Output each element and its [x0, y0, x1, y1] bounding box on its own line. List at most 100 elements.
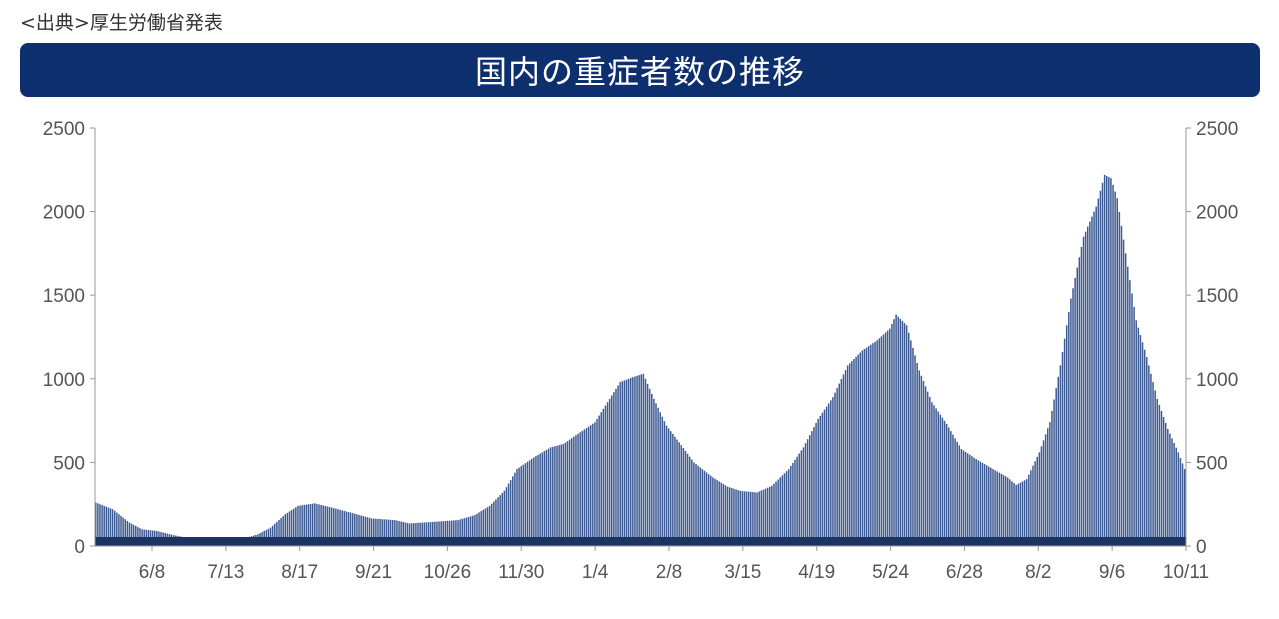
bar — [579, 432, 581, 546]
bar — [282, 516, 284, 546]
bar — [781, 475, 784, 546]
bar — [817, 418, 819, 546]
bar — [311, 503, 314, 546]
x-axis: 6/8 7/13 8/17 9/21 10/26 11/30 1/4 2/8 3/15 4/19 5… — [139, 546, 1209, 583]
bar — [1013, 483, 1015, 546]
bar — [615, 388, 617, 546]
bar — [699, 467, 701, 546]
bar — [623, 380, 626, 546]
bar — [956, 441, 958, 546]
x-tick-label: 10/11 — [1163, 562, 1209, 583]
bar — [587, 426, 590, 546]
bar — [973, 457, 975, 546]
bar — [1042, 440, 1045, 546]
bar — [396, 520, 398, 546]
bar — [1011, 481, 1013, 546]
bar — [533, 457, 535, 546]
bar — [657, 407, 659, 546]
bar — [800, 450, 803, 546]
bar — [783, 473, 786, 546]
bar — [771, 485, 773, 546]
bar — [446, 520, 449, 546]
bar — [703, 470, 706, 546]
bar — [1068, 311, 1070, 546]
bar — [1072, 288, 1074, 546]
bar — [562, 444, 565, 546]
x-tick-label: 4/19 — [798, 562, 835, 583]
bar — [526, 461, 529, 546]
bar — [794, 459, 796, 546]
bar — [787, 469, 790, 546]
y-tick-label: 1000 — [1196, 370, 1238, 391]
bar — [758, 491, 760, 546]
bar — [960, 449, 963, 546]
bar — [394, 520, 396, 546]
y-axis-left: 0 500 1000 1500 2000 2500 — [43, 119, 95, 558]
bar — [861, 350, 864, 546]
bar — [804, 443, 807, 546]
bar — [274, 523, 276, 546]
bar — [827, 403, 830, 546]
bar — [1044, 434, 1047, 546]
bar — [347, 512, 350, 546]
bar — [785, 471, 788, 546]
bar — [872, 343, 874, 546]
bar — [712, 477, 714, 546]
bar — [404, 522, 407, 546]
bar — [1017, 483, 1020, 546]
bar — [370, 518, 373, 546]
bar — [280, 518, 282, 546]
y-tick-label: 1000 — [43, 370, 85, 391]
bar — [1177, 452, 1180, 546]
bar — [423, 522, 426, 546]
bar — [874, 341, 876, 546]
bar — [985, 465, 988, 546]
bar — [1124, 253, 1127, 546]
bar — [648, 388, 651, 546]
bar — [996, 471, 998, 546]
bar — [619, 382, 621, 546]
bar — [495, 499, 497, 546]
bar — [450, 520, 453, 546]
bar — [507, 483, 510, 546]
bar — [356, 514, 358, 546]
bar — [737, 490, 739, 546]
bar — [627, 378, 630, 546]
x-tick-label: 5/24 — [872, 562, 909, 583]
bar — [1116, 198, 1119, 546]
bar — [431, 521, 434, 546]
x-tick-label: 7/13 — [207, 562, 244, 583]
bar — [476, 513, 478, 546]
bar — [497, 497, 499, 546]
bar — [520, 466, 522, 546]
bar — [1070, 298, 1072, 546]
bar — [385, 519, 388, 546]
bar — [1061, 352, 1064, 546]
bar — [981, 462, 984, 546]
bar — [421, 522, 423, 546]
bar — [320, 504, 322, 546]
bar — [583, 429, 586, 546]
bar — [775, 481, 777, 546]
bar — [463, 518, 466, 546]
bar — [368, 517, 371, 546]
bar — [330, 507, 333, 546]
bar — [1141, 342, 1144, 546]
bar — [499, 495, 501, 546]
bar — [731, 488, 733, 546]
bar — [1097, 198, 1100, 546]
bar — [1120, 225, 1123, 546]
bar — [307, 504, 310, 546]
bar — [720, 482, 723, 546]
bar — [269, 527, 272, 546]
bar — [442, 521, 445, 546]
bar — [1139, 334, 1142, 546]
bar — [926, 391, 929, 546]
bar — [549, 447, 552, 546]
bar — [509, 479, 512, 546]
bar — [901, 320, 904, 546]
bar — [309, 503, 312, 546]
y-tick-label: 500 — [53, 453, 85, 474]
bar — [130, 523, 133, 546]
bar — [135, 525, 137, 546]
